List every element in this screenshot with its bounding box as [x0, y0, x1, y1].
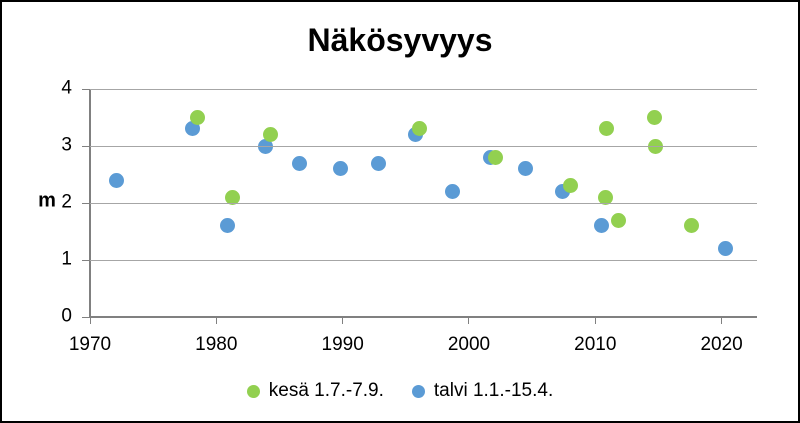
y-tick-2	[82, 202, 90, 204]
legend-marker-icon	[411, 384, 425, 398]
data-point-series-1	[292, 155, 308, 171]
x-tick-1990	[342, 317, 344, 324]
data-point-series-0	[488, 149, 503, 165]
gridline-y-1	[90, 259, 757, 261]
data-point-series-1	[220, 218, 236, 234]
chart-title: Näkösyvyys	[307, 22, 493, 58]
gridline-y-4	[90, 88, 757, 90]
data-point-series-0	[647, 110, 663, 125]
x-tick-2010	[594, 317, 596, 324]
legend: kesä 1.7.-7.9. talvi 1.1.-15.4.	[2, 379, 798, 403]
y-tick-3	[82, 145, 90, 147]
data-point-series-0	[599, 121, 615, 137]
gridline-y-3	[90, 145, 757, 147]
x-tick-2000	[468, 317, 470, 324]
y-axis-line	[89, 89, 91, 318]
y-tick-label-4: 4	[61, 77, 72, 99]
data-point-series-0	[412, 121, 428, 137]
x-tick-1970	[89, 317, 91, 324]
data-point-series-0	[189, 110, 205, 125]
x-tick-label-2010: 2010	[574, 334, 617, 355]
data-point-series-1	[594, 218, 610, 234]
y-tick-0	[82, 316, 90, 318]
y-tick-label-2: 2	[61, 191, 72, 213]
legend-item-1: talvi 1.1.-15.4.	[411, 380, 554, 402]
data-point-series-0	[597, 189, 613, 205]
x-axis-line	[90, 316, 757, 318]
y-tick-label-3: 3	[61, 134, 72, 156]
data-point-series-1	[332, 161, 348, 177]
x-tick-label-2000: 2000	[447, 334, 491, 355]
y-tick-4	[82, 88, 90, 90]
data-point-series-0	[263, 127, 279, 143]
x-tick-label-1970: 1970	[68, 334, 112, 355]
x-tick-1980	[215, 317, 217, 324]
x-tick-2020	[721, 317, 723, 324]
data-point-series-1	[184, 121, 200, 137]
data-point-series-1	[518, 161, 534, 177]
y-tick-label-1: 1	[61, 248, 72, 270]
data-point-series-0	[562, 178, 578, 194]
x-tick-label-2020: 2020	[700, 334, 743, 355]
gridline-y-2	[90, 202, 757, 204]
data-point-series-1	[445, 184, 461, 200]
data-point-series-0	[610, 212, 626, 228]
legend-label: kesä 1.7.-7.9.	[268, 380, 384, 401]
y-tick-label-0: 0	[61, 305, 72, 327]
data-point-series-1	[370, 155, 386, 171]
x-tick-label-1990: 1990	[321, 334, 364, 355]
legend-marker-icon	[246, 384, 260, 398]
data-point-series-1	[717, 241, 733, 257]
legend-label: talvi 1.1.-15.4.	[433, 380, 554, 401]
data-point-series-1	[109, 172, 125, 188]
y-tick-1	[82, 259, 90, 261]
legend-item-0: kesä 1.7.-7.9.	[246, 380, 384, 402]
y-axis-label: m	[38, 189, 56, 212]
x-tick-label-1980: 1980	[195, 334, 238, 355]
data-point-series-0	[683, 218, 699, 234]
data-point-series-0	[225, 189, 241, 205]
